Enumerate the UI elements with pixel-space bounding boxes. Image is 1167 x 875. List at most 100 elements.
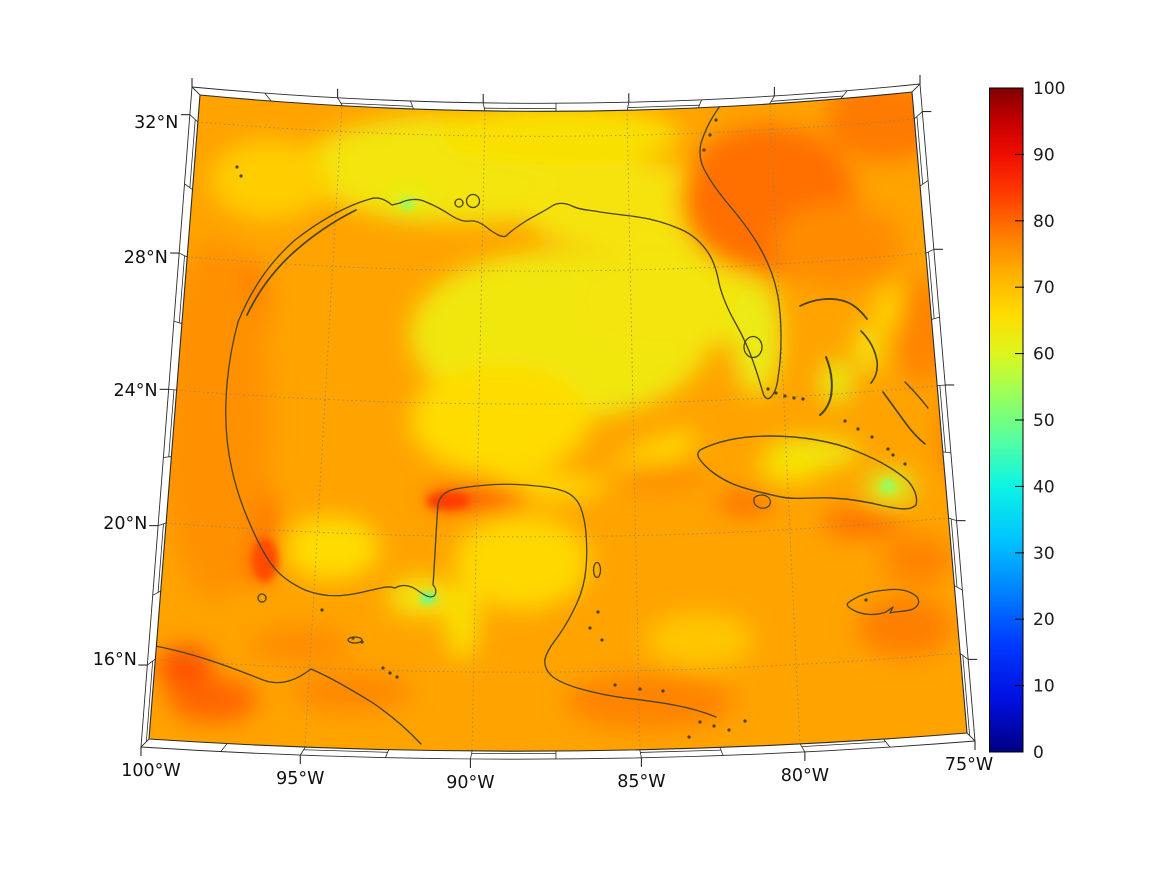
- cay-dot: [783, 394, 787, 398]
- cay-dot: [891, 453, 895, 457]
- cay-dot: [600, 638, 604, 642]
- yucatan-belize-honduras-coast: [432, 483, 717, 718]
- frame-crossbar: [191, 86, 201, 96]
- frame-stripe: [157, 523, 164, 593]
- lake-pontchartrain: [465, 193, 481, 209]
- cay-dot: [638, 687, 642, 691]
- longitude-tick-label: 95°W: [276, 769, 324, 789]
- heat-field-sharp-blobs: [252, 199, 896, 604]
- colorbar-tick-label: 40: [1033, 477, 1055, 497]
- frame-crossbar: [384, 749, 390, 758]
- frame-stripe: [962, 655, 971, 736]
- bahamas-grand-bahama-abaco: [799, 298, 868, 320]
- cay-dot: [792, 396, 796, 400]
- bahamas-cat-island: [904, 381, 929, 409]
- colorbar-tick-label: 50: [1033, 411, 1055, 431]
- cay-dot: [712, 724, 716, 728]
- cay-dot: [596, 610, 600, 614]
- cay-dot: [239, 174, 243, 178]
- frame-crossbar: [163, 456, 172, 458]
- cay-dot: [588, 626, 592, 630]
- heat-field: [149, 92, 967, 752]
- meridian-line: [471, 110, 486, 751]
- cay-dot: [714, 118, 718, 122]
- cozumel: [592, 561, 602, 579]
- mexico-gulf-coast: [225, 321, 396, 597]
- colorbar-tick-label: 70: [1033, 278, 1055, 298]
- frame-crossbar: [299, 746, 306, 756]
- frame-crossbar: [626, 102, 630, 111]
- frame-crossbar: [264, 92, 272, 102]
- cay-dot: [870, 435, 874, 439]
- frame-crossbar: [157, 522, 167, 527]
- colorbar-tick-label: 100: [1033, 79, 1065, 99]
- frame-stripe: [627, 104, 700, 108]
- laguna-de-terminos: [394, 584, 437, 598]
- cay-dot: [727, 728, 731, 732]
- frame-stripe: [771, 95, 843, 102]
- bahamas-long-island-chain: [882, 391, 926, 445]
- frame-crossbar: [482, 102, 486, 111]
- cay-dot: [395, 675, 399, 679]
- bahamas-andros: [819, 356, 833, 416]
- frame-crossbar: [840, 90, 848, 99]
- cuba: [697, 435, 918, 510]
- pacific-coast: [149, 644, 422, 745]
- frame-stripe: [939, 385, 946, 453]
- cay-dot: [743, 719, 747, 723]
- frame-stripe: [801, 741, 886, 748]
- map-frame: [138, 75, 978, 768]
- parallel-line: [165, 517, 949, 538]
- cay-dot: [903, 462, 907, 466]
- frame-crossbar: [769, 95, 775, 105]
- lake-maurepas: [454, 198, 464, 208]
- meridian-line: [769, 105, 801, 746]
- frame-crossbar: [931, 316, 940, 320]
- frame-crossbar: [799, 743, 806, 753]
- texas-barrier-islands: [246, 209, 357, 316]
- frame-crossbar: [173, 320, 183, 324]
- colorbar-tick-label: 60: [1033, 345, 1055, 365]
- latitude-tick-label: 20°N: [103, 514, 147, 534]
- frame-crossbar: [410, 100, 414, 110]
- colorbar-tick-label: 0: [1033, 743, 1044, 763]
- colorbar-tick-label: 10: [1033, 677, 1055, 697]
- frame-crossbar: [925, 248, 935, 254]
- cay-dot: [702, 148, 706, 152]
- bahamas-eleuthera: [860, 330, 879, 384]
- colorbar-tick-label: 80: [1033, 212, 1055, 232]
- cay-dot: [320, 608, 324, 612]
- frame-crossbar: [937, 384, 946, 387]
- latitude-tick-label: 28°N: [124, 248, 168, 268]
- cay-dot: [360, 640, 364, 644]
- frame-crossbar: [470, 750, 473, 760]
- small-cays: [235, 118, 907, 739]
- frame-crossbar: [639, 749, 642, 758]
- longitude-tick-label: 90°W: [446, 773, 494, 793]
- frame-crossbar: [147, 658, 156, 666]
- frame-crossbar: [178, 252, 188, 258]
- cay-dot: [661, 689, 665, 693]
- jamaica: [846, 588, 920, 616]
- frame-stripe: [168, 389, 175, 457]
- colorbar-tick-label: 90: [1033, 145, 1055, 165]
- cay-dot: [613, 683, 617, 687]
- frame-crossbar: [337, 97, 343, 106]
- frame-stripe: [303, 749, 388, 753]
- parallel-line: [186, 252, 927, 272]
- longitude-tick-label: 85°W: [617, 772, 665, 792]
- frame-crossbar: [184, 183, 193, 190]
- frame-stripe: [640, 749, 722, 753]
- frame-stripe: [916, 116, 924, 185]
- frame-crossbar: [911, 83, 921, 93]
- frame-crossbar: [954, 585, 963, 591]
- frame-stripe: [178, 255, 185, 323]
- frame-crossbar: [719, 747, 724, 756]
- cay-dot: [766, 387, 770, 391]
- longitude-tick-label: 100°W: [121, 761, 180, 781]
- frame-inner-boundary: [148, 91, 968, 752]
- latitude-tick-label: 16°N: [93, 650, 137, 670]
- frame-stripe: [340, 102, 413, 107]
